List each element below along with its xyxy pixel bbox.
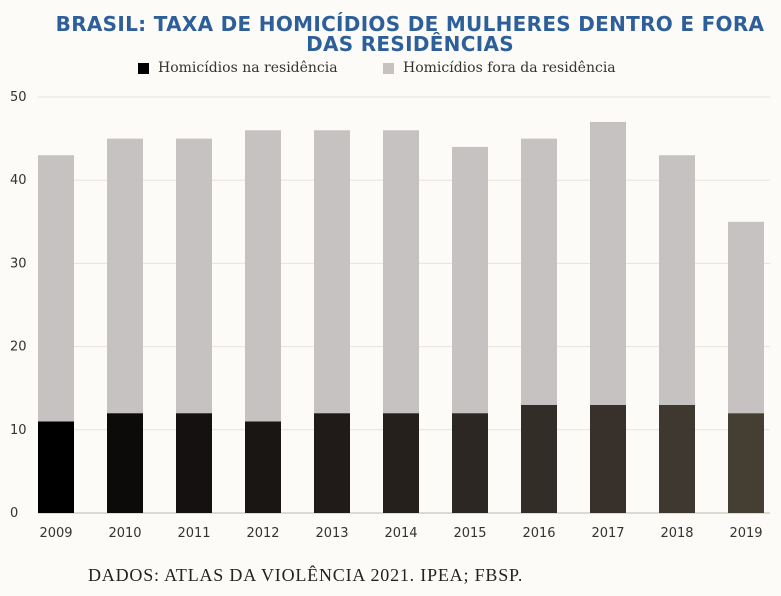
bar-residencia xyxy=(107,413,143,513)
legend-label-residencia: Homicídios na residência xyxy=(158,60,338,76)
x-tick-label: 2014 xyxy=(384,526,417,541)
bar-residencia xyxy=(521,404,557,513)
bar-residencia xyxy=(314,413,350,513)
bar-residencia xyxy=(452,413,488,513)
bar-fora xyxy=(245,130,281,422)
bar-fora xyxy=(452,146,488,414)
bar-residencia xyxy=(245,421,281,513)
bar-residencia xyxy=(728,413,764,513)
bar-fora xyxy=(521,138,557,405)
bar-residencia xyxy=(176,413,212,513)
x-tick-label: 2009 xyxy=(39,526,72,541)
bar-residencia xyxy=(38,421,74,513)
y-tick-label: 20 xyxy=(10,340,27,355)
y-tick-label: 40 xyxy=(10,173,27,188)
x-tick-label: 2015 xyxy=(453,526,486,541)
bar-residencia xyxy=(383,413,419,513)
bar-residencia xyxy=(590,404,626,513)
bar-fora xyxy=(659,155,695,405)
x-tick-label: 2017 xyxy=(591,526,624,541)
x-tick-label: 2011 xyxy=(177,526,210,541)
bar-fora xyxy=(590,121,626,405)
bar-fora xyxy=(107,138,143,414)
x-tick-label: 2016 xyxy=(522,526,555,541)
y-tick-label: 10 xyxy=(10,423,27,438)
x-tick-label: 2018 xyxy=(660,526,693,541)
y-tick-label: 30 xyxy=(10,256,27,271)
legend-item-fora: Homicídios fora da residência xyxy=(383,60,616,76)
x-tick-label: 2012 xyxy=(246,526,279,541)
bar-residencia xyxy=(659,404,695,513)
bar-fora xyxy=(176,138,212,414)
source-note: DADOS: ATLAS DA VIOLÊNCIA 2021. IPEA; FB… xyxy=(88,565,524,585)
x-tick-label: 2010 xyxy=(108,526,141,541)
chart-title: BRASIL: TAXA DE HOMICÍDIOS DE MULHERES D… xyxy=(55,12,765,56)
bar-fora xyxy=(38,155,74,422)
bar-fora xyxy=(383,130,419,414)
x-tick-label: 2013 xyxy=(315,526,348,541)
legend-swatch-fora xyxy=(383,62,394,74)
legend: Homicídios na residência Homicídios fora… xyxy=(0,60,781,78)
bar-fora xyxy=(314,130,350,414)
y-tick-label: 0 xyxy=(10,506,18,521)
legend-item-residencia: Homicídios na residência xyxy=(138,60,338,76)
legend-swatch-residencia xyxy=(138,62,149,74)
y-tick-label: 50 xyxy=(10,90,27,105)
x-tick-label: 2019 xyxy=(729,526,762,541)
legend-label-fora: Homicídios fora da residência xyxy=(403,60,616,76)
bar-fora xyxy=(728,221,764,414)
